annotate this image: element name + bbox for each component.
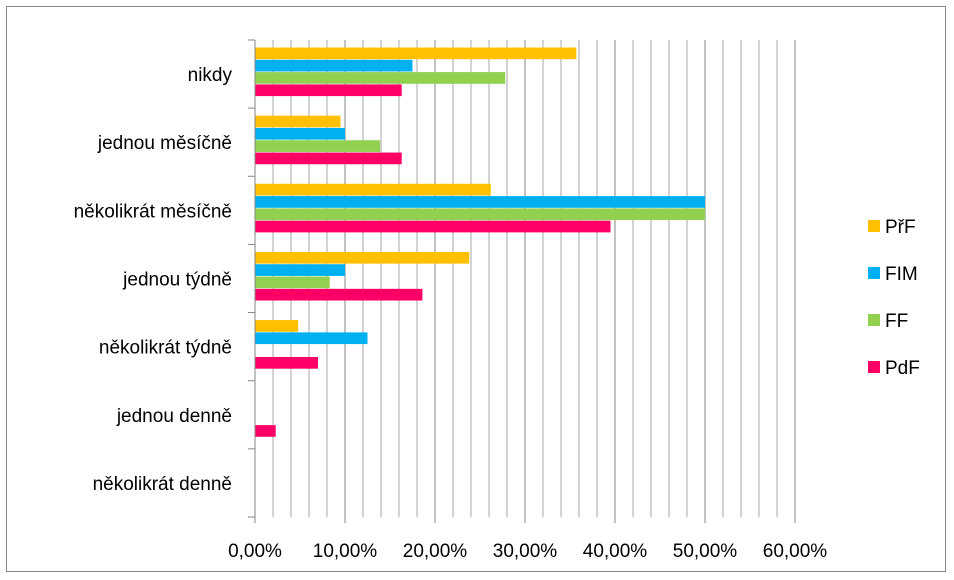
bar-FF-3	[255, 276, 330, 289]
x-tick-label: 20,00%	[403, 541, 468, 562]
bar-PdF-4	[255, 356, 318, 369]
bar-FIM-4	[255, 332, 368, 345]
legend-label-PřF: PřF	[885, 217, 916, 238]
category-label: jednou měsíčně	[97, 133, 232, 154]
bar-FIM-1	[255, 127, 345, 140]
category-label: několikrát měsíčně	[74, 201, 232, 222]
category-label: nikdy	[188, 65, 233, 86]
legend-swatch-PřF	[868, 220, 880, 232]
bar-PřF-2	[255, 183, 491, 196]
bar-FIM-2	[255, 196, 705, 208]
legend-swatch-FF	[868, 314, 880, 326]
legend-label-PdF: PdF	[885, 358, 920, 379]
category-label: jednou denně	[116, 406, 232, 427]
chart-frame	[6, 6, 946, 572]
x-tick-label: 0,00%	[228, 541, 282, 562]
bar-FIM-3	[255, 264, 345, 276]
x-tick-label: 10,00%	[313, 541, 378, 562]
bar-FF-2	[255, 208, 705, 221]
x-tick-label: 40,00%	[583, 541, 648, 562]
x-tick-label: 60,00%	[763, 541, 828, 562]
bar-PřF-4	[255, 320, 299, 332]
bar-PřF-1	[255, 115, 341, 128]
bar-FF-0	[255, 72, 506, 84]
category-label: několikrát týdně	[99, 338, 232, 359]
bar-PdF-5	[255, 425, 276, 437]
bar-PdF-3	[255, 288, 423, 301]
bar-PdF-2	[255, 220, 611, 233]
bar-PdF-1	[255, 152, 402, 165]
bar-PřF-0	[255, 47, 577, 60]
x-tick-label: 30,00%	[493, 541, 558, 562]
bar-PřF-3	[255, 251, 470, 264]
category-label: několikrát denně	[93, 474, 232, 495]
bar-FIM-0	[255, 59, 413, 72]
x-tick-label: 50,00%	[673, 541, 738, 562]
legend-swatch-FIM	[868, 267, 880, 279]
legend-label-FIM: FIM	[885, 264, 918, 285]
legend-label-FF: FF	[885, 311, 908, 332]
bar-PdF-0	[255, 84, 402, 97]
legend-swatch-PdF	[868, 361, 880, 373]
category-label: jednou týdně	[122, 270, 232, 291]
bar-FF-1	[255, 140, 381, 152]
